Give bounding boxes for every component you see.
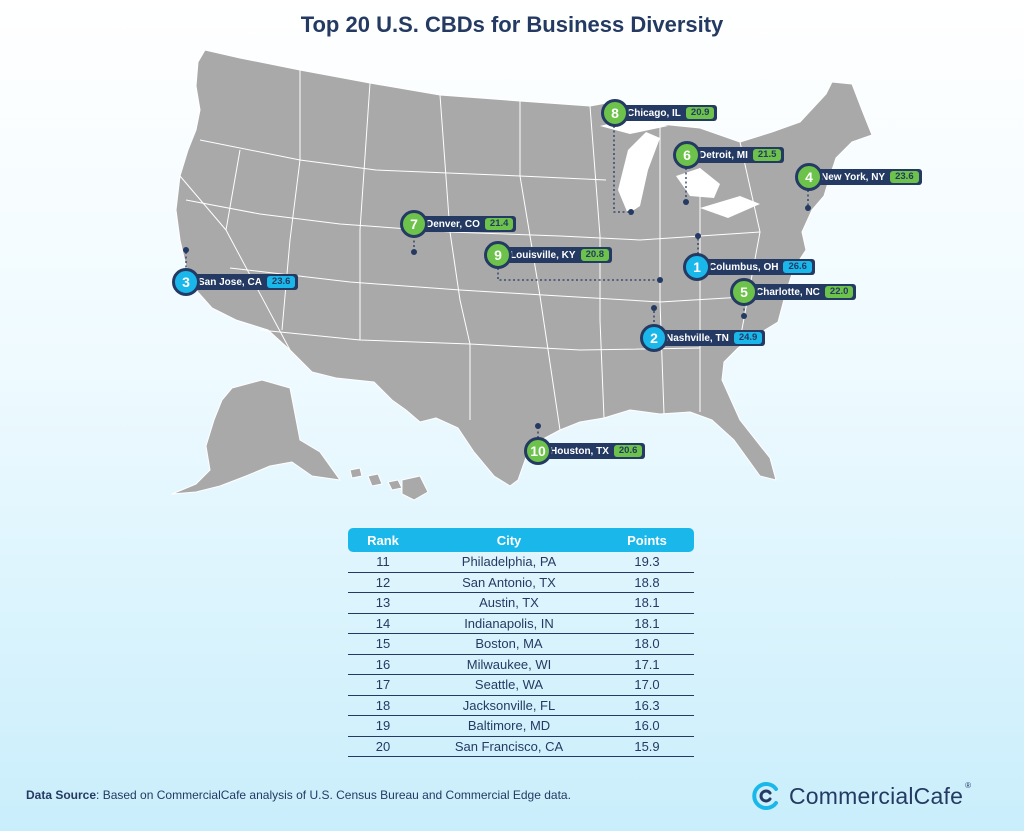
cell-points: 17.1: [634, 656, 660, 672]
marker-pill: Nashville, TN 24.9: [646, 330, 766, 346]
marker-rank-badge: 4: [795, 163, 823, 191]
lake-erie: [700, 196, 760, 218]
cell-city: Baltimore, MD: [467, 718, 551, 734]
marker-city: Charlotte, NC: [756, 286, 820, 298]
table-row: 17 Seattle, WA 17.0: [348, 675, 694, 696]
cell-rank: 14: [375, 615, 391, 631]
cell-rank: 13: [375, 595, 391, 611]
marker-rank-badge: 3: [172, 268, 200, 296]
cell-rank: 17: [375, 677, 391, 693]
cell-points: 17.0: [634, 677, 660, 693]
header-points: Points: [627, 532, 667, 548]
marker-pill: San Jose, CA 23.6: [178, 274, 299, 290]
marker-score: 20.8: [580, 249, 610, 261]
marker-rank-badge: 1: [683, 253, 711, 281]
marker-pill: Charlotte, NC 22.0: [736, 284, 857, 300]
marker-rank-badge: 8: [601, 99, 629, 127]
cell-city: Austin, TX: [479, 595, 539, 611]
marker-city: Louisville, KY: [510, 249, 576, 261]
cell-points: 18.1: [634, 595, 660, 611]
cell-points: 15.9: [634, 738, 660, 754]
registered-mark: ®: [965, 781, 972, 790]
marker-score: 22.0: [824, 286, 854, 298]
cell-city: San Francisco, CA: [454, 738, 564, 754]
cell-city: Indianapolis, IN: [464, 615, 554, 631]
marker-pill: Houston, TX 20.6: [530, 443, 646, 459]
marker-pill: Detroit, MI 21.5: [679, 147, 785, 163]
table-row: 14 Indianapolis, IN 18.1: [348, 614, 694, 634]
cell-city: Philadelphia, PA: [461, 554, 557, 570]
cell-rank: 18: [375, 697, 391, 713]
commercialcafe-logo-icon: [752, 782, 778, 810]
marker-pill: Chicago, IL 20.9: [607, 105, 718, 121]
cell-points: 18.8: [634, 574, 660, 590]
marker-pill: Louisville, KY 20.8: [490, 247, 613, 263]
marker-score: 20.6: [613, 445, 643, 457]
page-title: Top 20 U.S. CBDs for Business Diversity: [300, 12, 724, 37]
marker-city: Detroit, MI: [699, 149, 748, 161]
table-row: 13 Austin, TX 18.1: [348, 593, 694, 614]
cell-points: 18.1: [634, 615, 660, 631]
table-row: 11 Philadelphia, PA 19.3: [348, 552, 694, 573]
marker-rank-badge: 6: [673, 141, 701, 169]
marker-pill: Denver, CO 21.4: [406, 216, 517, 232]
marker-pill: Columbus, OH 26.6: [689, 259, 815, 275]
table-row: 19 Baltimore, MD 16.0: [348, 716, 694, 737]
table-row: 15 Boston, MA 18.0: [348, 634, 694, 655]
cell-points: 16.0: [634, 718, 660, 734]
marker-city: Nashville, TN: [666, 332, 729, 344]
city-dots: [183, 199, 811, 429]
lake-huron: [676, 168, 720, 198]
cell-city: Seattle, WA: [474, 677, 544, 693]
marker-score: 24.9: [733, 332, 763, 344]
table-row: 18 Jacksonville, FL 16.3: [348, 696, 694, 716]
marker-rank-badge: 9: [484, 241, 512, 269]
marker-city: Houston, TX: [550, 445, 609, 457]
commercialcafe-logo[interactable]: CommercialCafe ®: [751, 781, 971, 811]
marker-score: 26.6: [783, 261, 812, 273]
table-row: 16 Milwaukee, WI 17.1: [348, 655, 694, 675]
cell-city: San Antonio, TX: [462, 574, 556, 590]
header-city: City: [496, 532, 522, 548]
cell-rank: 15: [375, 636, 391, 652]
marker-city: Chicago, IL: [627, 107, 681, 119]
marker-score: 23.6: [266, 276, 296, 288]
table-row: 12 San Antonio, TX 18.8: [348, 573, 694, 593]
table-header: Rank City Points: [348, 528, 694, 552]
cell-rank: 19: [375, 718, 391, 734]
lake-michigan: [618, 132, 660, 214]
cell-rank: 16: [375, 656, 391, 672]
brand-name: CommercialCafe: [789, 782, 964, 809]
data-source-note: Data Source: Based on CommercialCafe ana…: [26, 788, 571, 802]
cell-rank: 12: [375, 574, 391, 590]
marker-rank-badge: 7: [400, 210, 428, 238]
table-row: 20 San Francisco, CA 15.9: [348, 737, 694, 757]
marker-score: 20.9: [685, 107, 715, 119]
alaska-shape: [171, 379, 341, 495]
marker-city: New York, NY: [821, 171, 886, 183]
marker-score: 23.6: [890, 171, 919, 183]
rankings-table: Rank City Points 11 Philadelphia, PA 19.…: [348, 528, 694, 757]
data-source-text: : Based on CommercialCafe analysis of U.…: [96, 788, 571, 802]
hawaii-shape: [349, 467, 429, 501]
marker-rank-badge: 2: [640, 324, 668, 352]
marker-score: 21.4: [484, 218, 514, 230]
cell-city: Jacksonville, FL: [462, 697, 556, 713]
marker-city: San Jose, CA: [198, 276, 262, 288]
data-source-label: Data Source: [26, 788, 97, 802]
marker-rank-badge: 10: [524, 437, 552, 465]
marker-city: Denver, CO: [426, 218, 480, 230]
cell-points: 16.3: [634, 697, 660, 713]
cell-points: 18.0: [634, 636, 660, 652]
cell-city: Boston, MA: [475, 636, 543, 652]
cell-rank: 11: [376, 554, 390, 570]
cell-rank: 20: [375, 738, 391, 754]
header-rank: Rank: [367, 532, 399, 548]
cell-city: Milwaukee, WI: [466, 656, 552, 672]
marker-city: Columbus, OH: [709, 261, 779, 273]
marker-rank-badge: 5: [730, 278, 758, 306]
marker-pill: New York, NY 23.6: [801, 169, 922, 185]
marker-score: 21.5: [752, 149, 782, 161]
cell-points: 19.3: [634, 554, 660, 570]
